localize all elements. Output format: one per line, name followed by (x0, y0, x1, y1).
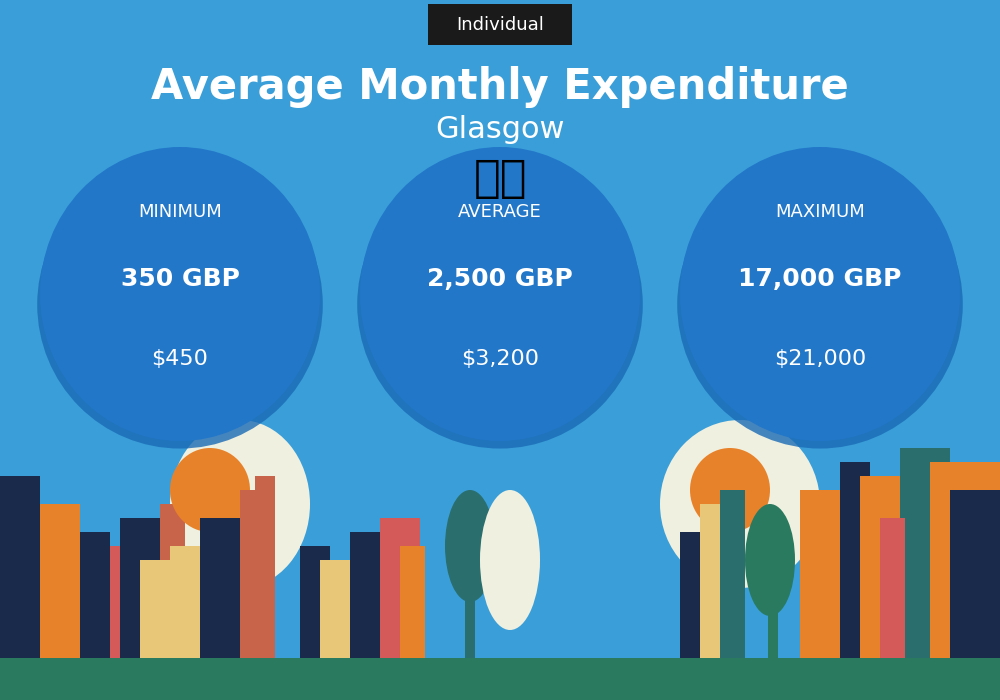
Ellipse shape (680, 147, 960, 441)
FancyBboxPatch shape (25, 518, 60, 658)
Text: 17,000 GBP: 17,000 GBP (738, 267, 902, 291)
FancyBboxPatch shape (428, 4, 572, 45)
Ellipse shape (745, 504, 795, 616)
FancyBboxPatch shape (400, 546, 425, 658)
FancyBboxPatch shape (160, 504, 185, 658)
Ellipse shape (480, 490, 540, 630)
FancyBboxPatch shape (60, 560, 100, 658)
FancyBboxPatch shape (0, 476, 40, 658)
Ellipse shape (357, 160, 643, 449)
FancyBboxPatch shape (80, 532, 110, 658)
Text: MAXIMUM: MAXIMUM (775, 203, 865, 220)
FancyBboxPatch shape (0, 490, 1000, 700)
FancyBboxPatch shape (380, 518, 420, 658)
FancyBboxPatch shape (960, 504, 1000, 658)
FancyBboxPatch shape (680, 532, 710, 658)
Text: MINIMUM: MINIMUM (138, 203, 222, 220)
FancyBboxPatch shape (720, 490, 745, 658)
Text: 2,500 GBP: 2,500 GBP (427, 267, 573, 291)
Text: 350 GBP: 350 GBP (121, 267, 239, 291)
Text: Individual: Individual (456, 15, 544, 34)
FancyBboxPatch shape (200, 518, 240, 658)
FancyBboxPatch shape (350, 532, 380, 658)
FancyBboxPatch shape (120, 518, 160, 658)
Ellipse shape (360, 147, 640, 441)
Text: Glasgow: Glasgow (435, 115, 565, 144)
FancyBboxPatch shape (950, 490, 1000, 658)
Ellipse shape (40, 147, 320, 441)
Ellipse shape (445, 490, 495, 602)
FancyBboxPatch shape (768, 567, 778, 658)
FancyBboxPatch shape (800, 490, 850, 658)
Ellipse shape (677, 160, 963, 449)
FancyBboxPatch shape (255, 476, 275, 658)
FancyBboxPatch shape (465, 560, 475, 658)
FancyBboxPatch shape (300, 546, 330, 658)
FancyBboxPatch shape (240, 490, 265, 658)
Ellipse shape (170, 448, 250, 532)
Ellipse shape (660, 420, 820, 588)
FancyBboxPatch shape (220, 532, 250, 658)
FancyBboxPatch shape (170, 546, 210, 658)
Text: Average Monthly Expenditure: Average Monthly Expenditure (151, 66, 849, 108)
Text: $21,000: $21,000 (774, 349, 866, 369)
FancyBboxPatch shape (700, 504, 740, 658)
FancyBboxPatch shape (140, 560, 170, 658)
FancyBboxPatch shape (840, 462, 870, 658)
FancyBboxPatch shape (0, 658, 1000, 700)
Text: $3,200: $3,200 (461, 349, 539, 369)
FancyBboxPatch shape (0, 504, 80, 658)
Ellipse shape (37, 160, 323, 449)
Ellipse shape (690, 448, 770, 532)
FancyBboxPatch shape (900, 448, 950, 658)
FancyBboxPatch shape (0, 490, 25, 658)
FancyBboxPatch shape (930, 462, 1000, 658)
FancyBboxPatch shape (320, 560, 360, 658)
Text: $450: $450 (152, 349, 208, 369)
FancyBboxPatch shape (860, 476, 900, 658)
Text: 🇬🇧: 🇬🇧 (473, 157, 527, 200)
Ellipse shape (170, 420, 310, 588)
FancyBboxPatch shape (100, 546, 140, 658)
Text: AVERAGE: AVERAGE (458, 203, 542, 220)
FancyBboxPatch shape (880, 518, 905, 658)
